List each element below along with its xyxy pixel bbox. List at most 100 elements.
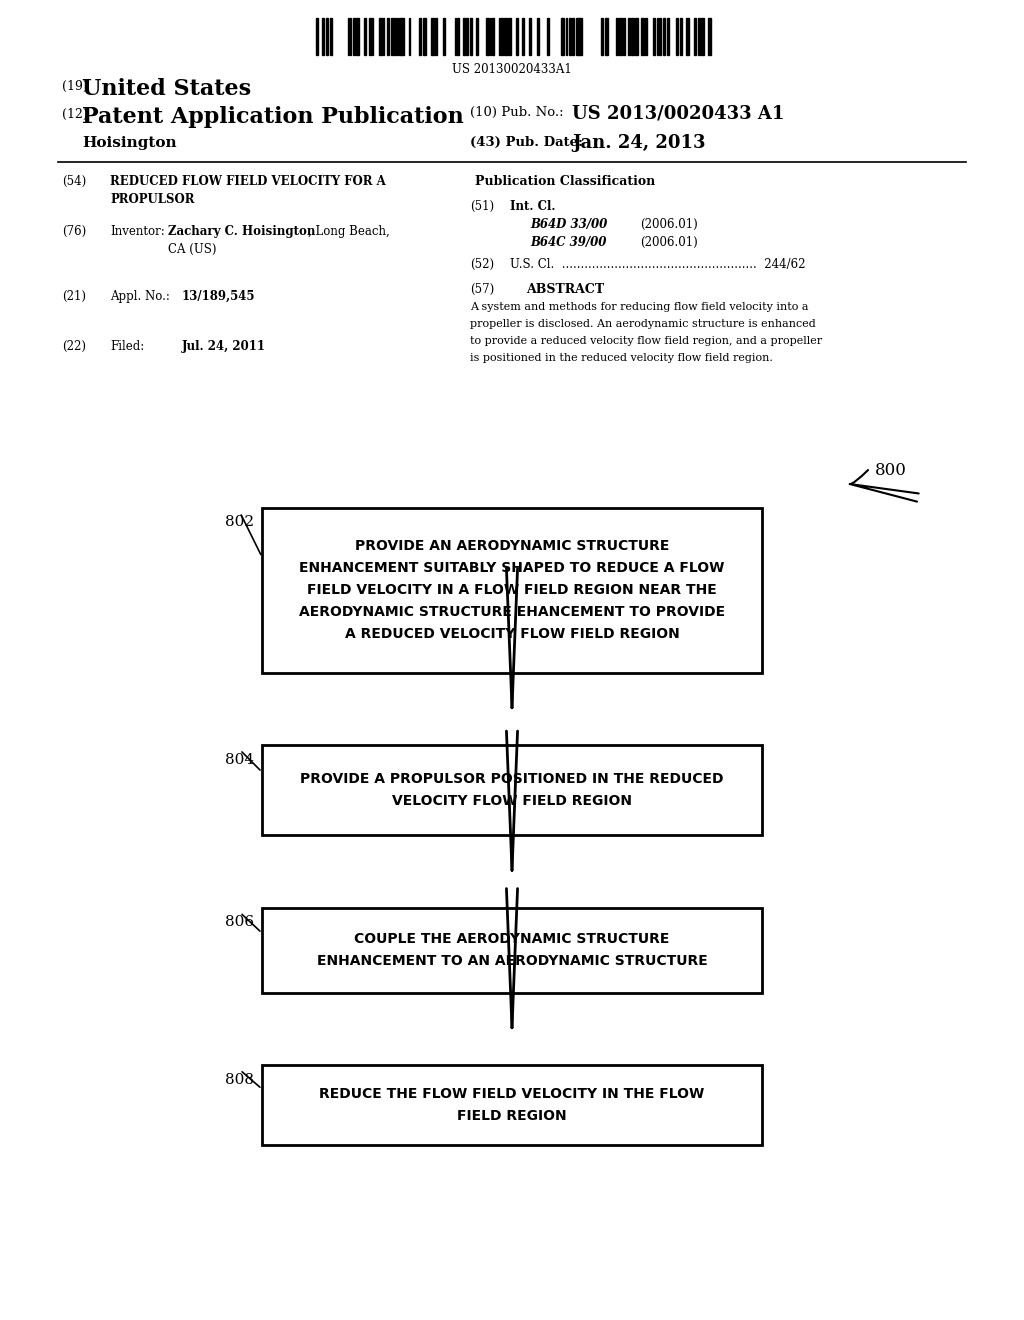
Text: US 20130020433A1: US 20130020433A1 <box>453 63 571 77</box>
Bar <box>701 18 703 55</box>
Text: (10) Pub. No.:: (10) Pub. No.: <box>470 106 563 119</box>
Bar <box>508 18 511 55</box>
Text: United States: United States <box>82 78 251 100</box>
Text: B64D 33/00: B64D 33/00 <box>530 218 607 231</box>
Bar <box>463 18 465 55</box>
Text: Publication Classification: Publication Classification <box>475 176 655 187</box>
Text: U.S. Cl.  ....................................................  244/62: U.S. Cl. ...............................… <box>510 257 806 271</box>
Bar <box>455 18 456 55</box>
Text: A REDUCED VELOCITY FLOW FIELD REGION: A REDUCED VELOCITY FLOW FIELD REGION <box>345 627 679 642</box>
Bar <box>443 18 445 55</box>
Text: PROPULSOR: PROPULSOR <box>110 193 195 206</box>
Bar <box>347 18 349 55</box>
Bar <box>262 507 762 672</box>
Text: ENHANCEMENT TO AN AERODYNAMIC STRUCTURE: ENHANCEMENT TO AN AERODYNAMIC STRUCTURE <box>316 954 708 968</box>
Bar <box>693 18 696 55</box>
Bar <box>379 18 382 55</box>
Text: Patent Application Publication: Patent Application Publication <box>82 106 464 128</box>
Bar <box>419 18 422 55</box>
Bar <box>391 18 393 55</box>
Bar <box>522 18 524 55</box>
Bar <box>615 18 617 55</box>
Bar <box>708 18 711 55</box>
Bar <box>431 18 434 55</box>
Text: VELOCITY FLOW FIELD REGION: VELOCITY FLOW FIELD REGION <box>392 795 632 808</box>
Text: REDUCE THE FLOW FIELD VELOCITY IN THE FLOW: REDUCE THE FLOW FIELD VELOCITY IN THE FL… <box>319 1086 705 1101</box>
Text: CA (US): CA (US) <box>168 243 216 256</box>
Bar <box>697 18 699 55</box>
Text: 13/189,545: 13/189,545 <box>182 290 256 304</box>
Bar <box>572 18 574 55</box>
Bar <box>423 18 426 55</box>
Bar <box>352 18 355 55</box>
Text: (57): (57) <box>470 282 495 296</box>
Text: (52): (52) <box>470 257 495 271</box>
Bar <box>364 18 367 55</box>
Bar <box>504 18 507 55</box>
Bar <box>323 18 325 55</box>
Text: Filed:: Filed: <box>110 341 144 352</box>
Bar <box>635 18 638 55</box>
Bar <box>490 18 492 55</box>
Bar <box>316 18 317 55</box>
Bar <box>399 18 400 55</box>
Bar <box>476 18 477 55</box>
Bar <box>409 18 410 55</box>
Text: US 2013/0020433 A1: US 2013/0020433 A1 <box>572 104 784 121</box>
Bar <box>262 908 762 993</box>
Text: (51): (51) <box>470 201 495 213</box>
Bar <box>350 18 351 55</box>
Bar <box>387 18 389 55</box>
Bar <box>486 18 489 55</box>
Text: ENHANCEMENT SUITABLY SHAPED TO REDUCE A FLOW: ENHANCEMENT SUITABLY SHAPED TO REDUCE A … <box>299 561 725 576</box>
Text: (2006.01): (2006.01) <box>640 236 697 249</box>
Bar <box>501 18 503 55</box>
Text: (21): (21) <box>62 290 86 304</box>
Text: COUPLE THE AERODYNAMIC STRUCTURE: COUPLE THE AERODYNAMIC STRUCTURE <box>354 932 670 946</box>
Text: Int. Cl.: Int. Cl. <box>510 201 555 213</box>
Bar <box>327 18 328 55</box>
Text: (22): (22) <box>62 341 86 352</box>
Text: Zachary C. Hoisington: Zachary C. Hoisington <box>168 224 315 238</box>
Bar <box>680 18 682 55</box>
Text: (76): (76) <box>62 224 86 238</box>
Bar <box>547 18 549 55</box>
Text: A system and methods for reducing flow field velocity into a: A system and methods for reducing flow f… <box>470 302 809 312</box>
Bar <box>356 18 359 55</box>
Text: FIELD VELOCITY IN A FLOW FIELD REGION NEAR THE: FIELD VELOCITY IN A FLOW FIELD REGION NE… <box>307 583 717 597</box>
Bar <box>262 744 762 836</box>
Text: PROVIDE A PROPULSOR POSITIONED IN THE REDUCED: PROVIDE A PROPULSOR POSITIONED IN THE RE… <box>300 772 724 785</box>
Text: (54): (54) <box>62 176 86 187</box>
Bar <box>605 18 608 55</box>
Bar <box>493 18 495 55</box>
Text: Inventor:: Inventor: <box>110 224 165 238</box>
Text: PROVIDE AN AERODYNAMIC STRUCTURE: PROVIDE AN AERODYNAMIC STRUCTURE <box>354 539 670 553</box>
Bar <box>652 18 654 55</box>
Bar <box>628 18 631 55</box>
Text: FIELD REGION: FIELD REGION <box>457 1109 567 1123</box>
Text: ABSTRACT: ABSTRACT <box>526 282 604 296</box>
Bar <box>623 18 625 55</box>
Text: (19): (19) <box>62 81 88 92</box>
Bar <box>466 18 468 55</box>
Text: Jan. 24, 2013: Jan. 24, 2013 <box>572 135 706 152</box>
Text: (43) Pub. Date:: (43) Pub. Date: <box>470 136 583 149</box>
Text: Jul. 24, 2011: Jul. 24, 2011 <box>182 341 266 352</box>
Text: B64C 39/00: B64C 39/00 <box>530 236 606 249</box>
Bar <box>656 18 658 55</box>
Text: 804: 804 <box>225 752 254 767</box>
Bar <box>577 18 579 55</box>
Text: (12): (12) <box>62 108 88 121</box>
Text: 806: 806 <box>225 916 254 929</box>
Text: , Long Beach,: , Long Beach, <box>308 224 390 238</box>
Text: Appl. No.:: Appl. No.: <box>110 290 170 304</box>
Bar <box>394 18 395 55</box>
Text: 800: 800 <box>874 462 907 479</box>
Bar <box>401 18 404 55</box>
Bar <box>528 18 530 55</box>
Bar <box>677 18 678 55</box>
Text: propeller is disclosed. An aerodynamic structure is enhanced: propeller is disclosed. An aerodynamic s… <box>470 319 816 329</box>
Bar <box>664 18 665 55</box>
Bar <box>538 18 539 55</box>
Bar <box>499 18 500 55</box>
